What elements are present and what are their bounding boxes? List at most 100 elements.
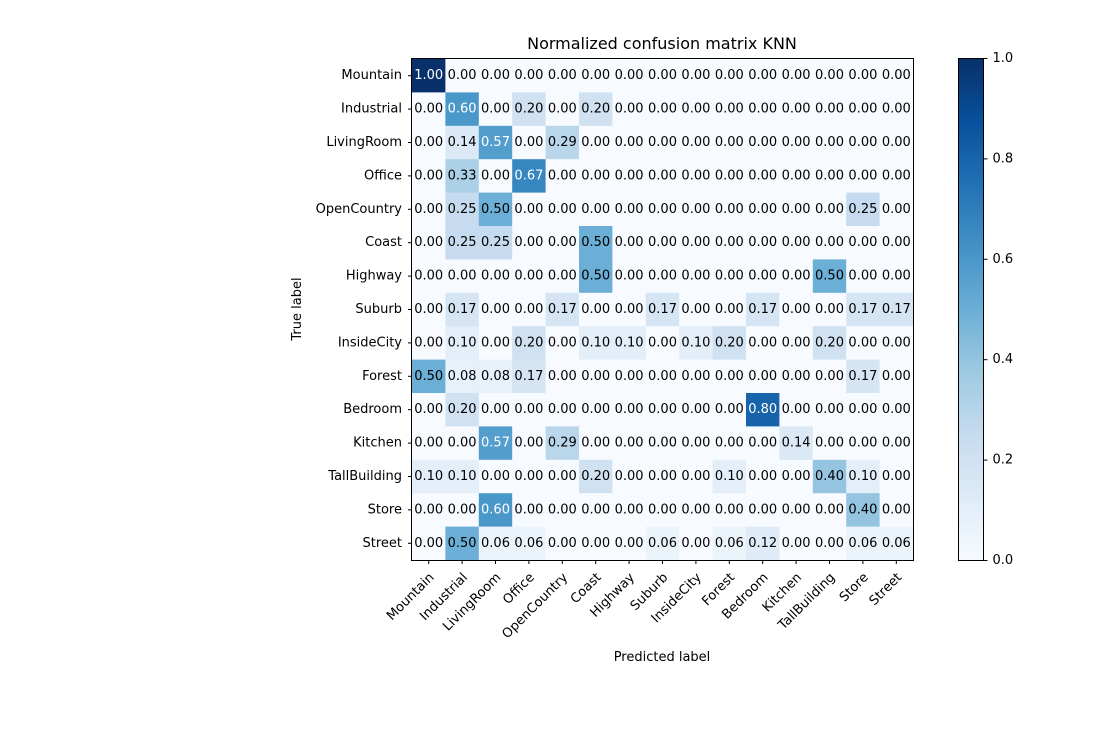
heatmap-cell (779, 226, 814, 260)
y-axis-ticks: Mountain Industrial LivingRoom Office OpenCo… (316, 68, 412, 551)
cell-value-label: 0.00 (782, 369, 811, 384)
heatmap-cell (512, 292, 547, 327)
heatmap-cell (645, 393, 680, 427)
cell-value-label: 0.00 (581, 302, 610, 317)
heatmap-cell (412, 426, 446, 461)
heatmap-cell (812, 526, 847, 561)
heatmap-cells (412, 59, 914, 561)
cell-value-label: 0.00 (615, 168, 644, 183)
heatmap-cell (779, 459, 814, 494)
cell-value-label: 0.20 (514, 335, 543, 350)
heatmap-cell (846, 292, 881, 327)
cell-value-label: 0.00 (882, 436, 911, 451)
cell-value-label: 0.00 (748, 135, 777, 150)
y-tick-label: Forest (362, 369, 402, 384)
cell-value-label: 0.10 (715, 469, 744, 484)
heatmap-cell (478, 526, 513, 561)
cell-value-label: 0.20 (581, 469, 610, 484)
cell-value-label: 0.00 (581, 436, 610, 451)
heatmap-cell (812, 92, 847, 127)
y-tick-label: TallBuilding (327, 469, 402, 484)
cell-value-label: 0.00 (548, 102, 577, 117)
cell-value-label: 0.00 (815, 536, 844, 551)
heatmap-cell (412, 92, 446, 127)
heatmap-cell (612, 526, 647, 561)
y-axis-label: True label (290, 277, 305, 341)
cell-value-label: 0.06 (715, 536, 744, 551)
cell-value-label: 0.00 (414, 202, 443, 217)
cell-value-label: 0.25 (448, 202, 477, 217)
cell-value-label: 0.00 (514, 202, 543, 217)
heatmap-cell (612, 259, 647, 294)
cell-value-label: 0.50 (481, 202, 510, 217)
cell-value-label: 0.08 (481, 369, 510, 384)
cell-value-label: 0.00 (414, 502, 443, 517)
cell-value-label: 0.00 (882, 469, 911, 484)
cell-value-label: 0.00 (882, 402, 911, 417)
cell-value-label: 0.00 (882, 502, 911, 517)
heatmap-cell (779, 259, 814, 294)
heatmap-cell (712, 125, 747, 160)
cell-value-label: 0.00 (882, 135, 911, 150)
cell-value-label: 0.00 (782, 135, 811, 150)
cell-value-label: 0.00 (715, 202, 744, 217)
y-tick-label: Kitchen (353, 436, 402, 451)
cell-value-label: 0.00 (748, 168, 777, 183)
cell-value-label: 0.06 (514, 536, 543, 551)
cell-value-label: 0.00 (581, 68, 610, 83)
cell-value-label: 0.40 (815, 469, 844, 484)
heatmap-cell (612, 459, 647, 494)
cell-value-label: 0.00 (648, 102, 677, 117)
heatmap-cell (445, 259, 480, 294)
heatmap-cell (579, 292, 613, 327)
cell-value-label: 0.00 (882, 202, 911, 217)
cell-value-label: 0.00 (815, 369, 844, 384)
heatmap-cell (645, 526, 680, 561)
cell-value-label: 0.00 (615, 436, 644, 451)
cell-value-label: 0.57 (481, 135, 510, 150)
heatmap-cell (712, 259, 747, 294)
cell-value-label: 0.00 (548, 502, 577, 517)
heatmap-cell (712, 526, 747, 561)
cell-value-label: 0.00 (882, 102, 911, 117)
heatmap-cell (679, 326, 714, 361)
cell-value-label: 0.00 (548, 335, 577, 350)
cell-value-label: 0.00 (581, 536, 610, 551)
cell-value-label: 0.00 (548, 269, 577, 284)
heatmap-cell (445, 159, 480, 194)
cell-value-label: 0.00 (414, 402, 443, 417)
heatmap-cell (545, 259, 580, 294)
cell-value-label: 0.00 (815, 202, 844, 217)
cell-value-label: 0.00 (514, 68, 543, 83)
cell-value-label: 0.00 (414, 335, 443, 350)
cell-value-label: 0.00 (715, 68, 744, 83)
heatmap-cell (478, 159, 513, 194)
cell-value-label: 0.00 (481, 335, 510, 350)
heatmap-cell (879, 526, 914, 561)
heatmap-cell (846, 259, 881, 294)
heatmap-cell (579, 125, 613, 160)
cell-value-label: 0.00 (548, 168, 577, 183)
heatmap-cell (712, 59, 747, 93)
cell-value-label: 0.00 (615, 402, 644, 417)
cell-value-label: 0.00 (715, 235, 744, 250)
cell-value-label: 0.17 (514, 369, 543, 384)
heatmap-cell (545, 426, 580, 461)
cell-value-label: 0.00 (448, 436, 477, 451)
heatmap-cell (612, 326, 647, 361)
cell-value-label: 0.00 (715, 402, 744, 417)
heatmap-cell (645, 493, 680, 528)
heatmap-cell (812, 292, 847, 327)
heatmap-cell (612, 159, 647, 194)
cell-value-label: 0.10 (615, 335, 644, 350)
heatmap-cell (445, 359, 480, 394)
cell-value-label: 0.60 (481, 502, 510, 517)
heatmap-cell (879, 259, 914, 294)
heatmap-cell (712, 493, 747, 528)
heatmap-cell (812, 226, 847, 260)
cell-value-label: 0.00 (648, 202, 677, 217)
cell-value-label: 0.00 (848, 402, 877, 417)
colorbar-tick-label: 0.8 (993, 151, 1014, 166)
heatmap-cell (712, 426, 747, 461)
heatmap-cell (846, 393, 881, 427)
